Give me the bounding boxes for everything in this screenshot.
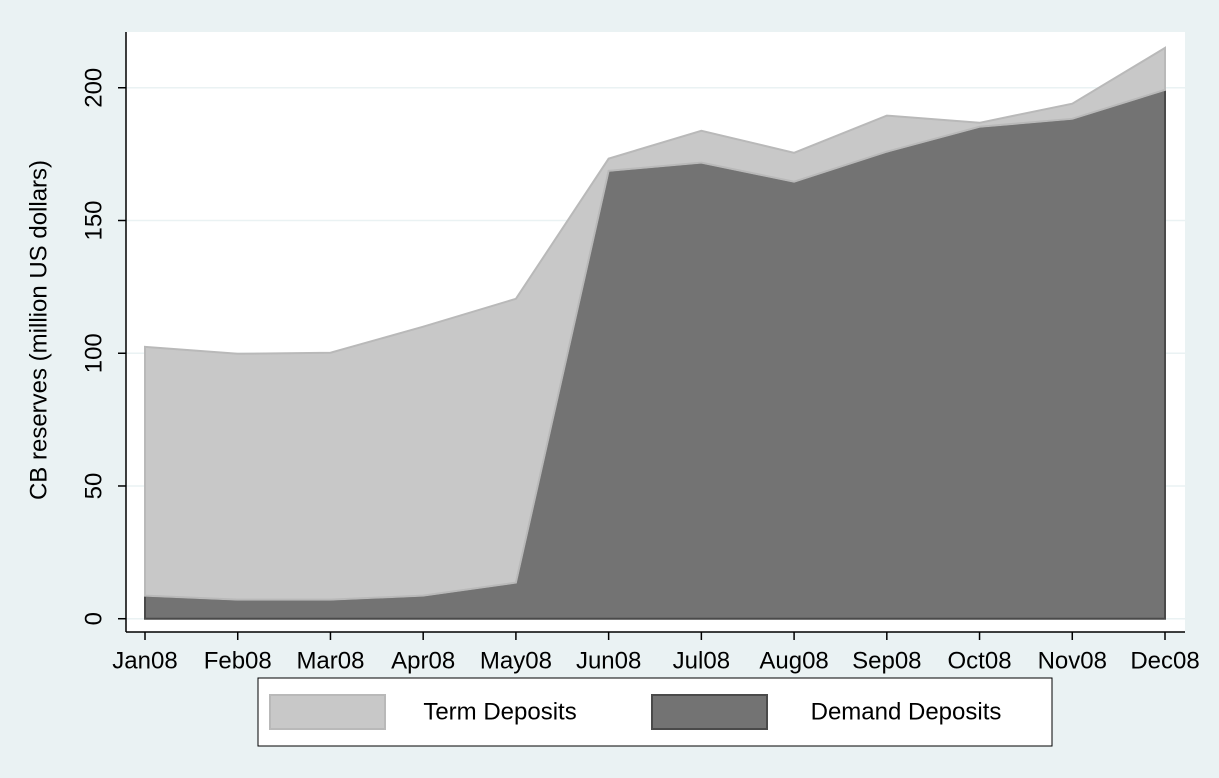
y-tick-label: 100 — [80, 333, 107, 373]
legend-swatch — [651, 694, 768, 730]
areas — [144, 46, 1166, 620]
x-tick-label: Jun08 — [576, 647, 641, 674]
y-axis-title: CB reserves (million US dollars) — [25, 160, 52, 500]
x-tick-label: Oct08 — [948, 647, 1012, 674]
legend-swatch — [269, 694, 386, 730]
x-tick-label: May08 — [480, 647, 552, 674]
x-tick-label: Dec08 — [1130, 647, 1199, 674]
y-tick-label: 50 — [80, 473, 107, 500]
axes: 0 50 100 150 200 Jan08 Feb08 Mar08 Apr08 May08 Jun… — [80, 32, 1200, 674]
x-tick-label: Sep08 — [852, 647, 921, 674]
x-tick-label: Aug08 — [759, 647, 828, 674]
y-tick-label: 0 — [80, 612, 107, 625]
legend-entries: Term Deposits Demand Deposits — [269, 694, 1002, 730]
x-tick-label: Apr08 — [391, 647, 455, 674]
area — [144, 46, 1166, 601]
legend-label: Term Deposits — [423, 698, 576, 725]
x-tick-label: Jul08 — [673, 647, 730, 674]
x-tick-label: Feb08 — [204, 647, 272, 674]
y-tick-label: 200 — [80, 68, 107, 108]
legend-label: Demand Deposits — [811, 698, 1002, 725]
x-tick-label: Jan08 — [112, 647, 177, 674]
x-tick-label: Nov08 — [1038, 647, 1107, 674]
x-tick-label: Mar08 — [296, 647, 364, 674]
y-tick-label: 150 — [80, 200, 107, 240]
